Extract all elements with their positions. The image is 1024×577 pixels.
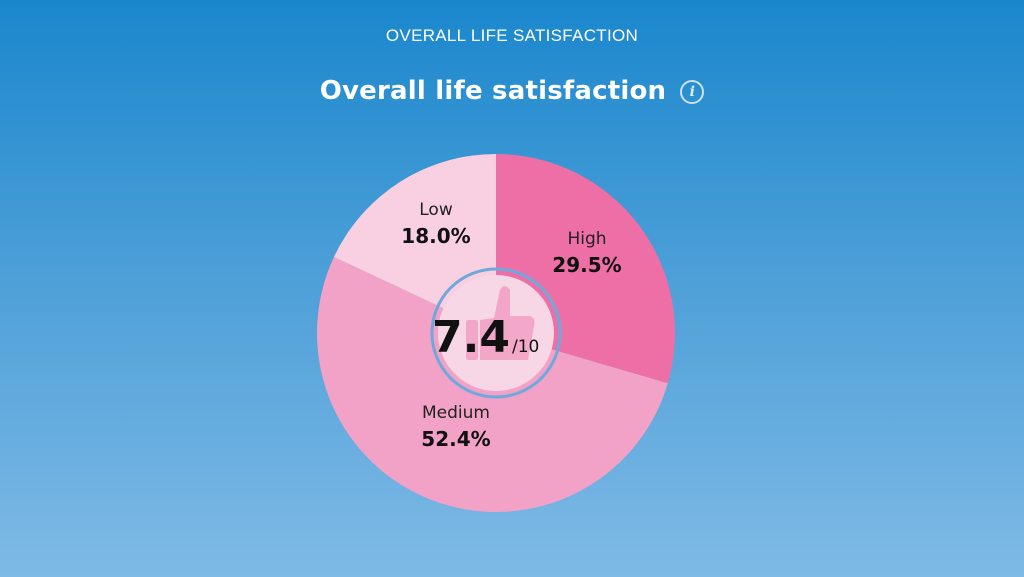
slice-label-low: Low [419, 200, 453, 220]
score-denominator: /10 [512, 337, 539, 357]
title-row: Overall life satisfaction i [0, 76, 1024, 106]
info-icon[interactable]: i [680, 80, 705, 104]
slice-label-high: High [567, 229, 606, 249]
score-value: 7.4 [432, 312, 510, 363]
thumbs-up-icon [466, 286, 535, 360]
slice-value-high: 29.5% [552, 253, 621, 277]
center-badge: 7.4 /10 [430, 267, 562, 399]
chart-title: Overall life satisfaction [319, 76, 667, 106]
slice-value-low: 18.0% [401, 224, 470, 248]
pie-labels: High 29.5% Medium 52.4% Low 18.0% [401, 200, 621, 451]
center-badge-ring [430, 267, 562, 399]
slice-label-medium: Medium [422, 403, 490, 423]
center-badge-fill [438, 275, 554, 391]
slice-value-medium: 52.4% [421, 427, 490, 451]
header-label: OVERALL LIFE SATISFACTION [385, 26, 639, 45]
pie-slice-low [333, 154, 496, 333]
